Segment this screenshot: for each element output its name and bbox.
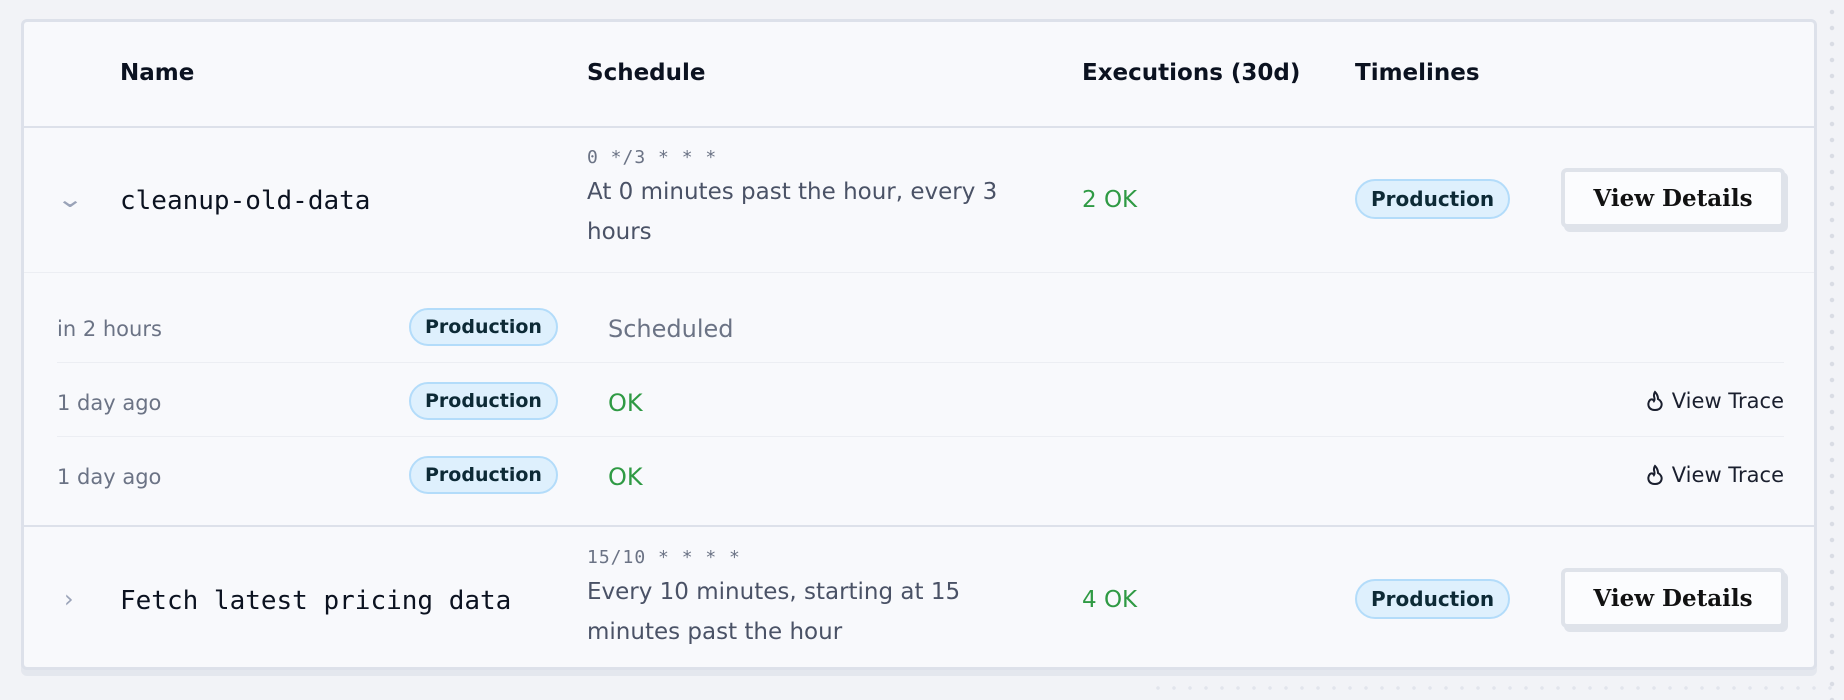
column-header-schedule[interactable]: Schedule [587,60,706,86]
view-trace-link[interactable]: View Trace [1646,463,1784,487]
flame-icon [1647,390,1663,411]
timeline-badge: Production [1355,579,1511,619]
schedule-description: At 0 minutes past the hour, every 3 hour… [587,179,998,245]
column-header-executions[interactable]: Executions (30d) [1082,60,1301,86]
column-header-name[interactable]: Name [120,60,195,86]
run-status: OK [608,463,643,491]
divider [24,272,1814,273]
view-details-button[interactable]: View Details [1561,168,1785,228]
chevron-right-icon[interactable]: › [64,585,74,613]
cron-expression: 0 */3 * * * [587,147,718,168]
background-pattern [1820,0,1844,700]
cron-jobs-table: Name Schedule Executions (30d) Timelines… [21,19,1817,670]
schedule-description: Every 10 minutes, starting at 15 minutes… [587,579,961,645]
run-status: Scheduled [608,315,734,343]
column-header-timelines[interactable]: Timelines [1355,60,1480,86]
cron-expression: 15/10 * * * * [587,547,741,568]
run-status: OK [608,389,643,417]
timeline-badge: Production [1355,179,1511,219]
divider [57,436,1784,437]
view-trace-label: View Trace [1671,463,1784,487]
job-name: Fetch latest pricing data [120,586,512,616]
timeline-badge: Production [409,308,558,346]
background-pattern [1150,680,1844,700]
view-details-button[interactable]: View Details [1561,568,1785,628]
flame-icon [1647,464,1663,485]
timeline-badge: Production [409,456,558,494]
run-time: 1 day ago [57,465,162,489]
executions-count: 4 OK [1082,587,1138,613]
chevron-down-icon[interactable]: ⌄ [55,185,85,213]
timeline-badge: Production [409,382,558,420]
divider [24,126,1814,128]
job-name: cleanup-old-data [120,186,371,216]
run-time: 1 day ago [57,391,162,415]
view-trace-link[interactable]: View Trace [1646,389,1784,413]
view-trace-label: View Trace [1671,389,1784,413]
executions-count: 2 OK [1082,187,1138,213]
divider [24,525,1814,527]
divider [57,362,1784,363]
run-time: in 2 hours [57,317,162,341]
